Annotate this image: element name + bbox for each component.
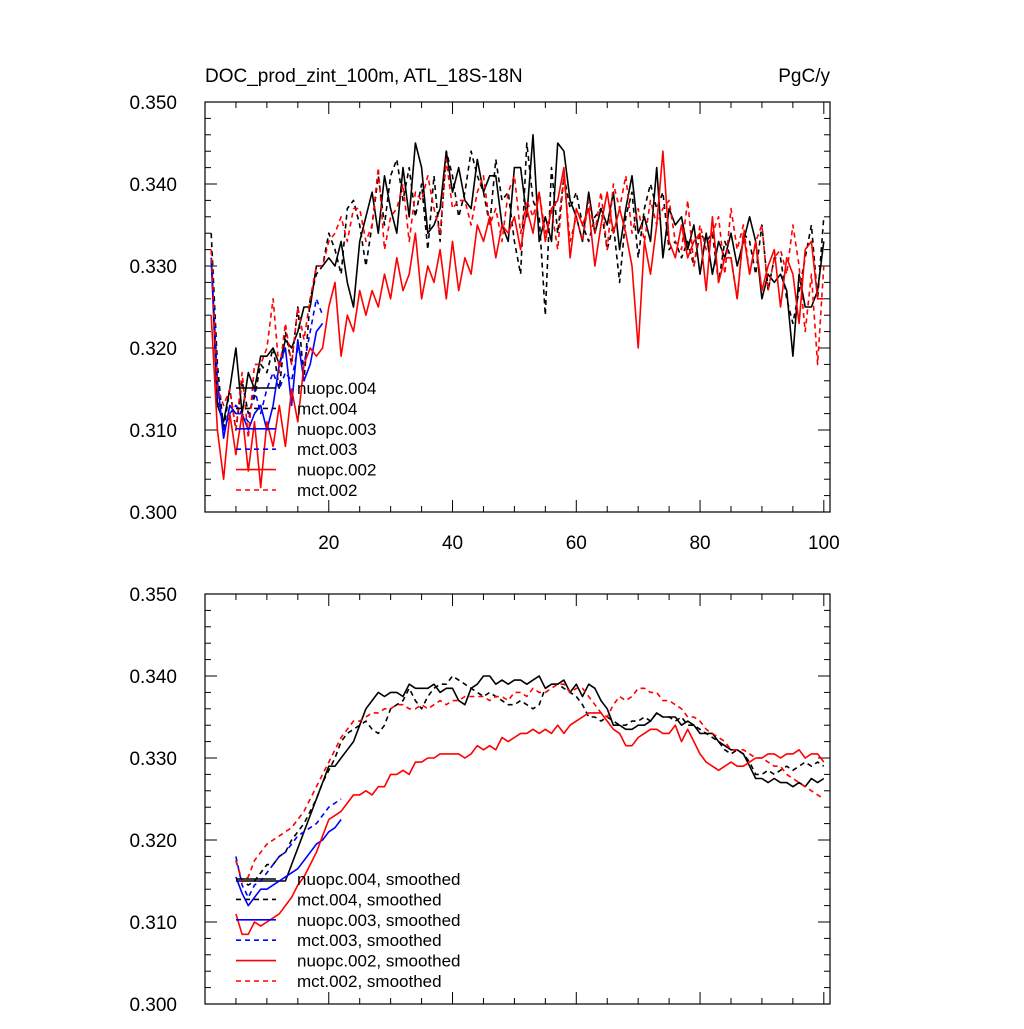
- legend-label: mct.002: [297, 481, 357, 500]
- chart-title: DOC_prod_zint_100m, ATL_18S-18N: [205, 66, 523, 87]
- series-group: [210, 134, 825, 489]
- x-tick-label: 40: [442, 533, 463, 554]
- series-line-mct-002-smoothed: [235, 683, 825, 882]
- legend-label: nuopc.004, smoothed: [297, 870, 461, 889]
- x-tick-label: 100: [808, 533, 840, 554]
- series-line-nuopc-003-smoothed: [235, 819, 342, 907]
- legend-label: mct.003, smoothed: [297, 931, 442, 950]
- legend-label: nuopc.002: [297, 461, 376, 480]
- y-tick-label: 0.350: [129, 585, 177, 606]
- legend-label: nuopc.003: [297, 420, 376, 439]
- y-tick-label: 0.300: [129, 995, 177, 1016]
- y-tick-label: 0.310: [129, 913, 177, 934]
- legend-label: nuopc.002, smoothed: [297, 952, 461, 971]
- legend-label: nuopc.004: [297, 379, 376, 398]
- legend-label: nuopc.003, smoothed: [297, 911, 461, 930]
- series-line-mct-002: [210, 158, 825, 440]
- y-tick-label: 0.350: [129, 93, 177, 114]
- y-tick-label: 0.340: [129, 667, 177, 688]
- y-tick-label: 0.340: [129, 175, 177, 196]
- legend-label: mct.004: [297, 399, 357, 418]
- y-tick-label: 0.310: [129, 421, 177, 442]
- series-line-mct-004: [210, 142, 825, 431]
- legend-label: mct.003: [297, 440, 357, 459]
- legend-label: mct.004, smoothed: [297, 890, 442, 909]
- series-line-mct-004-smoothed: [235, 675, 825, 886]
- y-tick-label: 0.320: [129, 339, 177, 360]
- plot-frame: [204, 101, 831, 513]
- y-tick-label: 0.300: [129, 503, 177, 524]
- y-tick-label: 0.330: [129, 749, 177, 770]
- x-tick-label: 80: [689, 533, 710, 554]
- chart-units: PgC/y: [778, 66, 830, 87]
- plot-frame: [204, 593, 831, 1005]
- series-line-nuopc-002-smoothed: [235, 712, 825, 936]
- legend-label: mct.002, smoothed: [297, 972, 442, 991]
- y-tick-label: 0.320: [129, 831, 177, 852]
- x-tick-label: 20: [318, 533, 339, 554]
- top-panel: 20 40 60 80 100 0.300 0.310 0.320 0.330 0.340 0.35…: [129, 66, 839, 554]
- y-tick-label: 0.330: [129, 257, 177, 278]
- series-line-nuopc-004-smoothed: [235, 675, 825, 882]
- x-tick-label: 60: [566, 533, 587, 554]
- series-line-nuopc-002: [210, 150, 824, 489]
- series-line-mct-003-smoothed: [235, 798, 342, 899]
- bottom-panel: 0.300 0.310 0.320 0.330 0.340 0.350 nuopc.004,…: [129, 585, 831, 1016]
- series-line-nuopc-004: [210, 134, 825, 423]
- series-group: [235, 675, 825, 936]
